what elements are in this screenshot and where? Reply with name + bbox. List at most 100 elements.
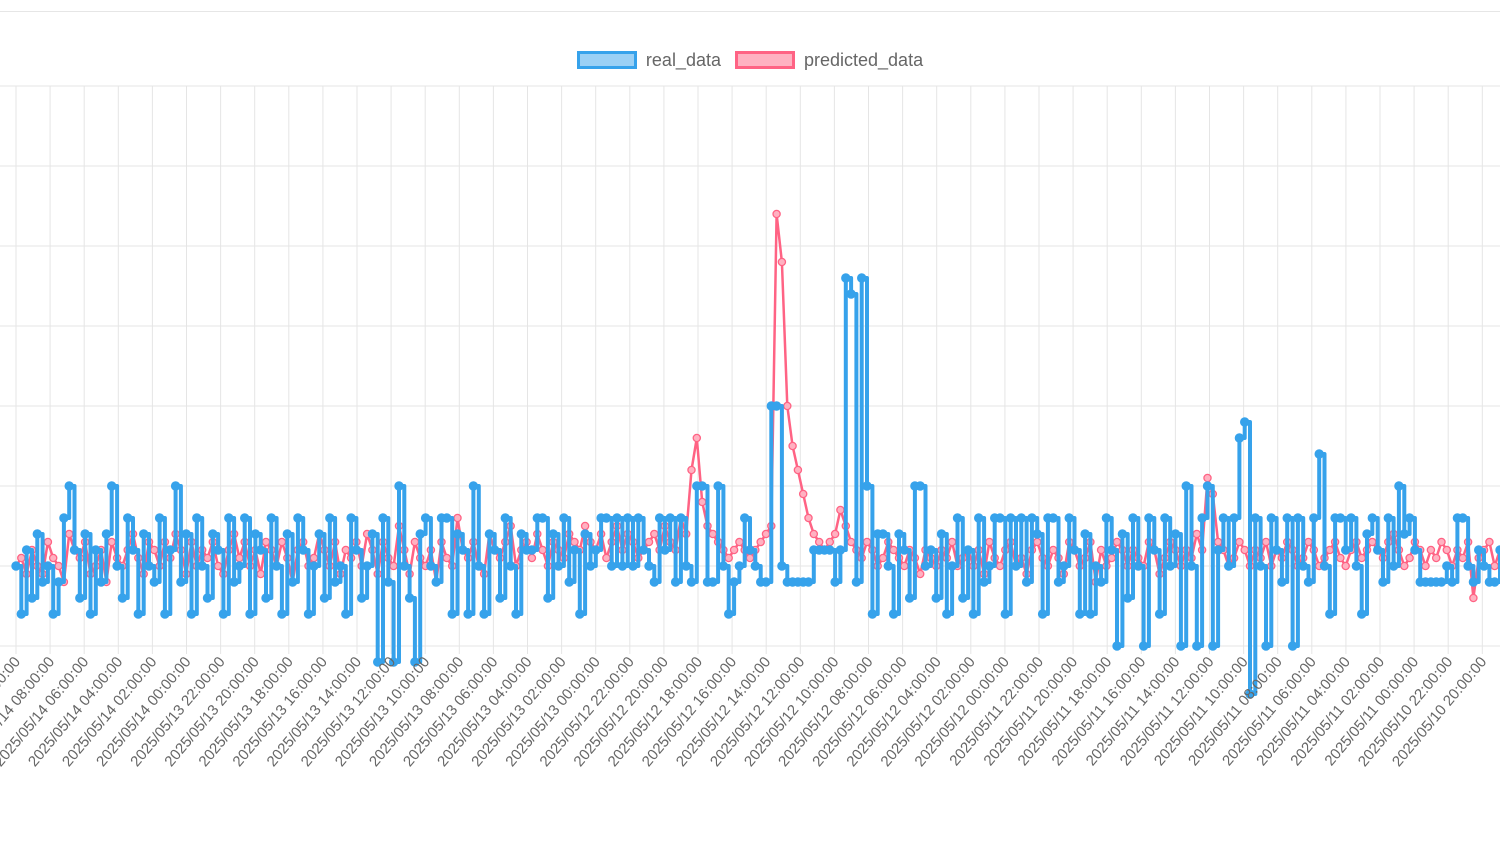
data-point-real_data[interactable] <box>59 513 69 523</box>
data-point-real_data[interactable] <box>43 561 53 571</box>
data-point-predicted_data[interactable] <box>1421 561 1430 571</box>
data-point-predicted_data[interactable] <box>900 561 909 571</box>
data-point-real_data[interactable] <box>1123 593 1133 603</box>
data-point-real_data[interactable] <box>484 529 495 539</box>
data-point-predicted_data[interactable] <box>389 561 398 571</box>
data-point-predicted_data[interactable] <box>1431 553 1441 563</box>
data-point-real_data[interactable] <box>644 561 654 571</box>
data-point-real_data[interactable] <box>1069 545 1080 555</box>
data-point-real_data[interactable] <box>1240 417 1250 427</box>
data-point-real_data[interactable] <box>580 529 590 539</box>
data-point-real_data[interactable] <box>96 577 106 587</box>
data-point-real_data[interactable] <box>1346 513 1356 523</box>
data-point-real_data[interactable] <box>1197 513 1207 523</box>
data-point-real_data[interactable] <box>1202 481 1213 491</box>
data-point-real_data[interactable] <box>670 577 681 587</box>
data-point-real_data[interactable] <box>750 561 760 571</box>
data-point-real_data[interactable] <box>771 401 782 411</box>
data-point-real_data[interactable] <box>1144 513 1154 523</box>
data-point-real_data[interactable] <box>835 545 846 555</box>
data-point-real_data[interactable] <box>1341 545 1351 555</box>
data-point-real_data[interactable] <box>974 513 984 523</box>
data-point-real_data[interactable] <box>186 609 197 619</box>
data-point-real_data[interactable] <box>133 609 144 619</box>
data-point-predicted_data[interactable] <box>777 257 787 267</box>
data-point-real_data[interactable] <box>287 577 298 587</box>
data-point-real_data[interactable] <box>1490 577 1500 587</box>
data-point-real_data[interactable] <box>995 513 1005 523</box>
data-point-predicted_data[interactable] <box>687 465 696 475</box>
data-point-real_data[interactable] <box>149 577 160 587</box>
data-point-real_data[interactable] <box>256 545 266 555</box>
data-point-real_data[interactable] <box>330 577 340 587</box>
data-point-real_data[interactable] <box>250 529 261 539</box>
data-point-real_data[interactable] <box>601 513 612 523</box>
data-point-real_data[interactable] <box>1053 577 1064 587</box>
data-point-predicted_data[interactable] <box>915 569 925 579</box>
data-point-real_data[interactable] <box>931 593 941 603</box>
data-point-real_data[interactable] <box>1096 577 1106 587</box>
data-point-real_data[interactable] <box>21 545 32 555</box>
data-point-real_data[interactable] <box>479 609 489 619</box>
data-point-real_data[interactable] <box>963 545 973 555</box>
data-point-real_data[interactable] <box>426 561 436 571</box>
data-point-predicted_data[interactable] <box>745 553 755 563</box>
data-point-real_data[interactable] <box>1479 561 1489 571</box>
data-point-real_data[interactable] <box>1170 529 1181 539</box>
data-point-real_data[interactable] <box>1383 513 1394 523</box>
data-point-real_data[interactable] <box>197 561 207 571</box>
data-point-real_data[interactable] <box>1213 545 1223 555</box>
data-point-real_data[interactable] <box>623 513 633 523</box>
data-point-predicted_data[interactable] <box>442 553 452 563</box>
data-point-predicted_data[interactable] <box>1485 537 1494 547</box>
data-point-predicted_data[interactable] <box>1469 593 1478 603</box>
data-point-real_data[interactable] <box>894 529 904 539</box>
data-point-real_data[interactable] <box>1319 561 1330 571</box>
data-point-predicted_data[interactable] <box>570 537 579 547</box>
data-point-predicted_data[interactable] <box>1405 553 1414 563</box>
data-point-predicted_data[interactable] <box>708 529 718 539</box>
data-point-real_data[interactable] <box>319 593 330 603</box>
data-point-real_data[interactable] <box>351 545 362 555</box>
data-point-real_data[interactable] <box>229 577 239 587</box>
data-point-real_data[interactable] <box>1224 561 1234 571</box>
data-point-real_data[interactable] <box>1298 561 1308 571</box>
data-point-real_data[interactable] <box>458 545 468 555</box>
data-point-real_data[interactable] <box>154 513 165 523</box>
data-point-real_data[interactable] <box>346 513 356 523</box>
data-point-real_data[interactable] <box>447 609 457 619</box>
data-point-real_data[interactable] <box>202 593 213 603</box>
data-point-real_data[interactable] <box>607 561 617 571</box>
data-point-real_data[interactable] <box>11 561 21 571</box>
data-point-predicted_data[interactable] <box>1442 545 1452 555</box>
data-point-predicted_data[interactable] <box>1261 537 1271 547</box>
data-point-real_data[interactable] <box>1325 609 1335 619</box>
data-point-real_data[interactable] <box>612 513 622 523</box>
data-point-real_data[interactable] <box>527 545 537 555</box>
data-point-real_data[interactable] <box>367 529 378 539</box>
data-point-real_data[interactable] <box>575 609 585 619</box>
data-point-real_data[interactable] <box>1277 577 1287 587</box>
data-point-real_data[interactable] <box>1165 561 1175 571</box>
data-point-real_data[interactable] <box>761 577 771 587</box>
data-point-real_data[interactable] <box>176 577 186 587</box>
data-point-predicted_data[interactable] <box>772 209 781 219</box>
data-point-real_data[interactable] <box>1373 545 1383 555</box>
data-point-real_data[interactable] <box>1037 609 1048 619</box>
data-point-real_data[interactable] <box>64 481 74 491</box>
data-point-real_data[interactable] <box>1000 609 1010 619</box>
data-point-real_data[interactable] <box>660 545 670 555</box>
data-point-real_data[interactable] <box>1011 561 1021 571</box>
data-point-predicted_data[interactable] <box>235 553 244 563</box>
data-point-real_data[interactable] <box>495 593 505 603</box>
data-point-real_data[interactable] <box>559 513 569 523</box>
data-point-real_data[interactable] <box>633 513 643 523</box>
data-point-real_data[interactable] <box>862 481 872 491</box>
data-point-real_data[interactable] <box>1192 641 1202 651</box>
data-point-real_data[interactable] <box>1255 561 1266 571</box>
data-point-real_data[interactable] <box>947 561 957 571</box>
data-point-real_data[interactable] <box>1351 561 1362 571</box>
data-point-predicted_data[interactable] <box>1304 537 1313 547</box>
data-point-predicted_data[interactable] <box>735 537 744 547</box>
data-point-real_data[interactable] <box>69 545 80 555</box>
